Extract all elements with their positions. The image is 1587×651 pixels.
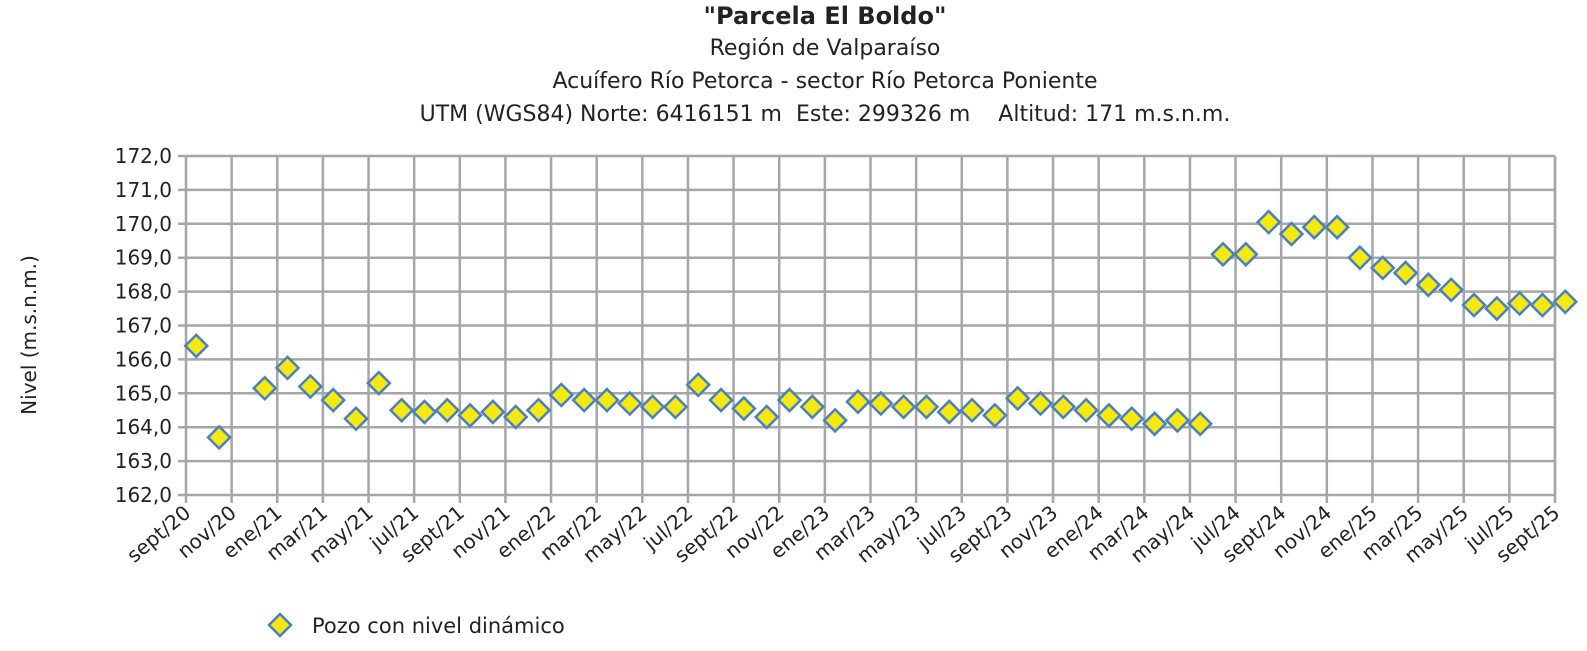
data-point [251,375,278,401]
data-point [936,399,962,425]
data-point [1506,290,1533,317]
data-point [1050,394,1077,420]
y-tick-label: 172,0 [115,144,172,168]
data-point [434,397,461,424]
data-point [1096,402,1122,429]
data-point [822,407,848,434]
y-tick-label: 169,0 [115,246,172,270]
data-point [1347,244,1373,271]
data-point [1301,214,1328,240]
data-point [411,399,438,425]
data-point [1278,221,1305,247]
data-point [366,370,392,396]
y-tick-label: 162,0 [115,483,172,507]
chart-title: "Parcela El Boldo" [704,2,947,30]
chart-subtitle-coordinates: UTM (WGS84) Norte: 6416151 m Este: 29932… [420,102,1231,127]
data-point [1233,241,1259,268]
x-tick-labels: sept/20nov/20ene/21mar/21may/21jul/21sep… [122,500,1564,567]
data-point [571,387,597,413]
y-tick-label: 165,0 [115,381,172,405]
data-point [502,404,529,430]
y-tick-label: 170,0 [115,212,172,236]
data-point [1461,292,1487,318]
legend-label: Pozo con nivel dinámico [312,614,565,638]
data-point [799,394,826,420]
data-point [639,394,666,420]
data-point [731,395,757,422]
data-point [1141,411,1168,437]
chart-subtitle-region: Región de Valparaíso [710,36,941,61]
legend-marker-diamond [267,612,293,638]
data-point [868,390,894,417]
data-point [343,405,369,432]
data-point [1210,241,1236,268]
data-point [1484,295,1510,322]
data-point [1324,214,1350,240]
data-point [388,397,415,424]
data-point [913,394,940,420]
data-point [548,382,575,408]
data-point [1529,292,1556,318]
data-points [183,209,1579,451]
data-point [982,402,1008,429]
y-axis-label: Nivel (m.s.n.m.) [17,255,41,415]
data-point [525,397,552,424]
data-point [206,424,232,451]
data-point [776,387,803,413]
y-tick-label: 163,0 [115,449,172,473]
data-point [959,397,985,424]
data-point [594,387,620,413]
y-tick-label: 164,0 [115,415,172,439]
data-point [845,389,871,415]
y-tick-label: 171,0 [115,178,172,202]
chart-subtitle-aquifer: Acuífero Río Petorca - sector Río Petorc… [552,69,1097,94]
data-point [890,394,917,420]
data-point [183,333,210,359]
data-point [274,355,301,381]
data-point [753,404,780,430]
data-point [1255,209,1282,235]
y-tick-label: 166,0 [115,347,172,371]
data-point [1187,411,1213,437]
data-point [480,399,506,425]
data-point [708,387,734,413]
data-point [685,372,712,398]
data-point [457,402,483,429]
y-tick-labels: 162,0 163,0 164,0 165,0 166,0 167,0 168,0 169,0… [115,144,172,507]
data-point [320,387,346,413]
data-point [1438,277,1464,303]
y-tick-label: 167,0 [115,314,172,338]
data-point [617,390,643,417]
data-point [1073,397,1099,424]
data-point [1369,255,1396,281]
data-point [1392,260,1419,286]
data-point [1164,407,1191,434]
data-point [1415,272,1442,298]
data-point [1027,390,1054,417]
data-point [297,373,324,400]
data-point [1552,289,1579,315]
grid [178,154,1557,503]
data-point [1004,385,1031,412]
legend: Pozo con nivel dinámico [267,612,565,638]
data-point [662,394,689,420]
data-point [1118,405,1145,432]
y-tick-label: 168,0 [115,280,172,304]
